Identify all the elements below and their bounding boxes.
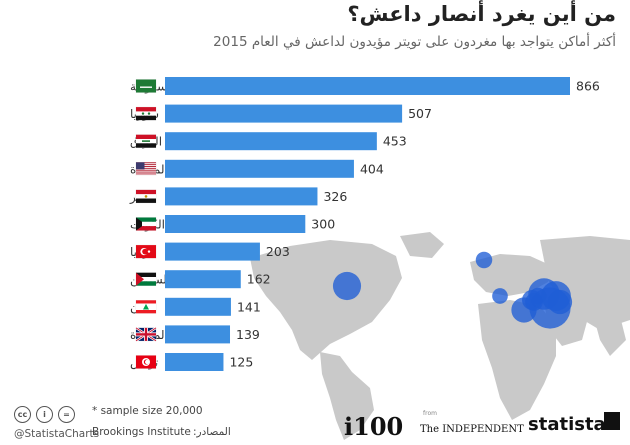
bar-value-label: 139	[236, 327, 260, 342]
palestine-flag	[135, 272, 157, 286]
bar-value-label: 453	[383, 134, 407, 149]
bar	[165, 104, 403, 123]
map-north-america	[250, 240, 402, 360]
map-bubble	[475, 251, 493, 269]
bar	[165, 132, 377, 151]
united-kingdom-flag	[135, 326, 157, 342]
map-bubble	[492, 288, 508, 304]
bar	[165, 353, 224, 371]
egypt-flag	[135, 189, 157, 204]
sample-size-note: * sample size 20,000	[92, 405, 203, 417]
bar	[165, 325, 231, 344]
lebanon-flag	[135, 300, 157, 314]
iraq-flag	[135, 134, 157, 148]
tunisia-flag	[135, 355, 157, 369]
source-label: المصادر:	[193, 426, 231, 438]
syria-flag	[135, 106, 157, 121]
cc-icon: cc	[14, 406, 31, 423]
bar	[165, 77, 570, 95]
bar	[165, 187, 318, 206]
bar	[165, 215, 306, 233]
bar-value-label: 326	[323, 189, 347, 204]
statista-logo: statista	[528, 414, 606, 435]
statista-logo-mark	[604, 412, 620, 430]
bar-value-label: 507	[408, 106, 432, 121]
map-asia	[540, 236, 630, 330]
no-derivatives-icon: =	[58, 406, 75, 423]
bar-value-label: 300	[311, 217, 335, 232]
chart-title: من أين يغرد أنصار داعش؟	[347, 2, 616, 26]
bar	[165, 242, 260, 261]
bar	[165, 159, 354, 178]
bar-value-label: 162	[247, 272, 271, 287]
bar	[165, 297, 231, 316]
kuwait-flag	[135, 217, 157, 231]
independent-logo: The INDEPENDENT	[420, 424, 524, 435]
bar-value-label: 866	[576, 79, 600, 94]
map-bubble	[547, 289, 573, 315]
bar-value-label: 404	[360, 161, 384, 176]
twitter-handle[interactable]: @StatistaCharts	[14, 428, 100, 440]
bar-value-label: 203	[266, 244, 290, 259]
source-name: Brookings Institute	[92, 426, 191, 438]
saudi-arabia-flag	[135, 79, 157, 93]
chart-subtitle: أكثر أماكن يتواجد بها مغردون على تويتر م…	[213, 34, 616, 50]
map-india	[594, 316, 626, 356]
i100-logo: i100	[344, 412, 404, 441]
map-bubble	[332, 271, 362, 301]
bar-value-label: 125	[229, 355, 253, 370]
bar-value-label: 141	[237, 299, 261, 314]
bar	[165, 270, 241, 289]
map-africa	[478, 300, 556, 420]
united-states-flag	[135, 162, 157, 176]
map-bubble	[529, 287, 547, 305]
turkey-flag	[135, 244, 157, 259]
map-south-america	[320, 352, 374, 440]
attribution-icon: i	[36, 406, 53, 423]
from-label: from	[423, 410, 437, 417]
map-greenland	[400, 232, 444, 258]
